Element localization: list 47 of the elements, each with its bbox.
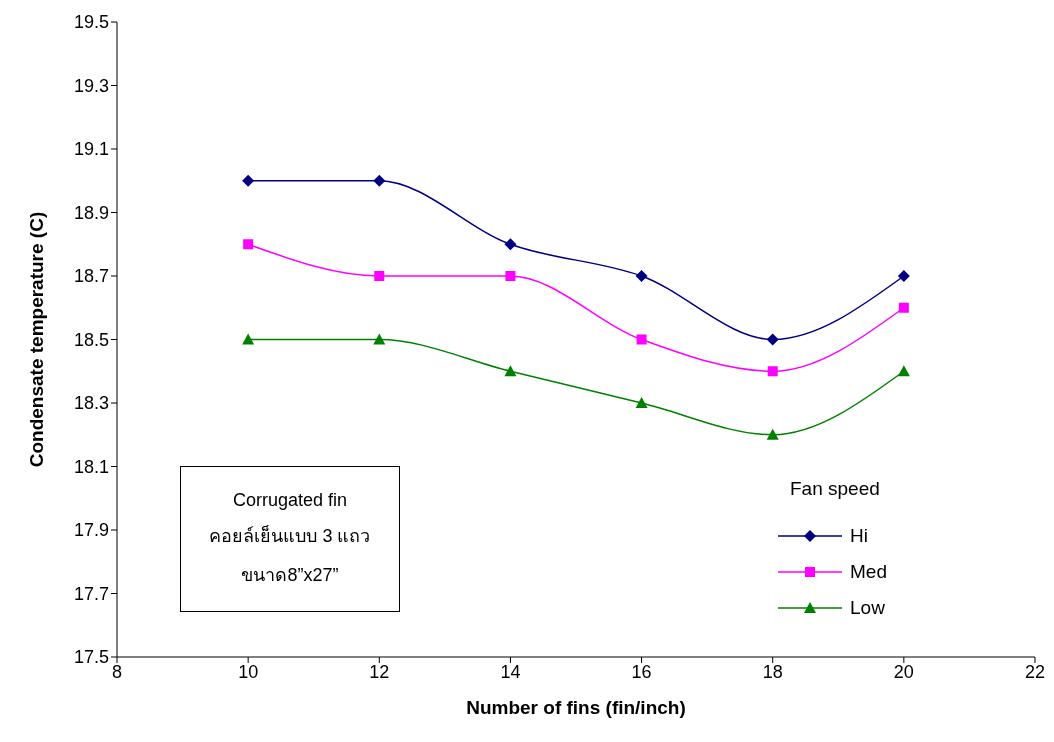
point	[243, 239, 254, 250]
point	[767, 366, 778, 377]
point	[635, 270, 648, 282]
y-tick-label: 19.1	[73, 139, 109, 160]
x-tick-label: 22	[1024, 661, 1046, 682]
point	[374, 271, 385, 281]
y-tick-label: 19.5	[73, 12, 109, 33]
x-tick-label: 16	[631, 661, 652, 682]
x-tick-label: 18	[762, 661, 783, 682]
point	[504, 365, 517, 377]
y-tick-label: 17.9	[73, 520, 109, 541]
y-tick-label: 18.9	[73, 202, 109, 223]
x-axis-title: Number of fins (fin/inch)	[466, 697, 686, 719]
x-tick-label: 8	[111, 661, 123, 682]
annotation: Corrugated fin	[232, 489, 348, 511]
y-tick-label: 19.3	[73, 75, 109, 96]
y-tick-label: 18.3	[73, 393, 109, 414]
point	[373, 174, 386, 187]
y-tick-label: 18.1	[73, 456, 109, 477]
point	[242, 174, 255, 187]
y-axis-title: Condensate temperature (C)	[25, 211, 47, 468]
x-tick-label: 12	[369, 661, 390, 682]
annotation: ขนาด8”x27”	[241, 563, 339, 587]
legend-label: Low	[850, 597, 885, 619]
note-box: Corrugated fin คอยล์เย็นแบบ 3 แถว ขนาด8”x27”	[180, 466, 400, 612]
point	[373, 333, 386, 345]
point	[635, 397, 648, 408]
point	[898, 302, 909, 313]
y-tick-label: 17.5	[73, 647, 109, 668]
y-tick-label: 18.7	[73, 266, 109, 287]
point	[242, 333, 255, 345]
x-tick-label: 10	[238, 661, 259, 682]
point	[897, 365, 910, 377]
legend-title: Fan speed	[790, 478, 881, 500]
point	[504, 238, 517, 251]
point	[636, 334, 647, 345]
y-tick-label: 17.7	[73, 583, 109, 604]
y-tick-label: 18.5	[73, 329, 109, 350]
x-tick-label: 14	[500, 661, 521, 682]
annotation: คอยล์เย็นแบบ 3 แถว	[209, 524, 371, 548]
point	[766, 428, 779, 440]
legend-label: Hi	[850, 525, 868, 547]
point	[766, 333, 779, 346]
legend-label: Med	[850, 561, 887, 583]
point	[505, 271, 516, 281]
x-tick-label: 20	[893, 661, 914, 682]
point	[897, 270, 910, 282]
